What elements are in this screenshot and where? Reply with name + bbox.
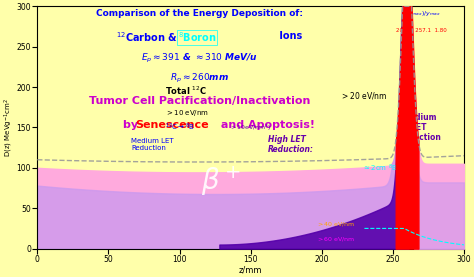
- Text: $>20$ eV/nm: $>20$ eV/nm: [340, 90, 388, 101]
- Text: $^8$Boron: $^8$Boron: [178, 30, 217, 44]
- Text: and Apoptosis!: and Apoptosis!: [217, 120, 315, 130]
- Text: $\approx2$cm $^8$B: $\approx2$cm $^8$B: [362, 163, 397, 174]
- Text: $^{12}$C$\rightarrow$$^8$B: $^{12}$C$\rightarrow$$^8$B: [165, 122, 195, 133]
- Text: Total $^{12}$C: Total $^{12}$C: [165, 85, 208, 97]
- Text: Senescence: Senescence: [136, 120, 209, 130]
- Text: $>10$ eV/nm: $>10$ eV/nm: [427, 196, 462, 204]
- Text: $^{12}$Carbon &: $^{12}$Carbon &: [116, 30, 178, 44]
- Text: Medium
LET
Reduction: Medium LET Reduction: [397, 112, 441, 142]
- Text: $>100$ eV/nm: $>100$ eV/nm: [423, 225, 462, 233]
- Text: $>40$ eV/nm: $>40$ eV/nm: [316, 220, 356, 228]
- Y-axis label: D(z) MeVg$^{-1}$cm$^2$: D(z) MeVg$^{-1}$cm$^2$: [3, 98, 15, 157]
- Text: Tumor Cell Pacification/Inactivation: Tumor Cell Pacification/Inactivation: [89, 96, 310, 106]
- Text: $\beta^+$: $\beta^+$: [201, 164, 241, 198]
- Text: $>60$ eV/nm: $>60$ eV/nm: [316, 235, 356, 243]
- Text: Comparison of the Energy Deposition of:: Comparison of the Energy Deposition of:: [96, 9, 303, 18]
- Text: High LET
Reduction:: High LET Reduction:: [268, 135, 314, 154]
- Text: Ions: Ions: [276, 30, 302, 40]
- Text: by: by: [123, 120, 142, 130]
- Text: $>20$ eV/nm: $>20$ eV/nm: [427, 211, 462, 219]
- X-axis label: z/mm: z/mm: [239, 265, 263, 274]
- Text: $E_p\approx391$ & $\approx310$ MeV/u: $E_p\approx391$ & $\approx310$ MeV/u: [141, 52, 258, 65]
- Text: $R_p\approx260$mm: $R_p\approx260$mm: [170, 72, 229, 85]
- Text: $>10$ eV/nm: $>10$ eV/nm: [165, 108, 209, 118]
- Text: 202.9  257.1  1.80: 202.9 257.1 1.80: [396, 28, 447, 33]
- Text: $>10$eV/nm$^3$): $>10$eV/nm$^3$): [229, 122, 272, 133]
- Text: $D(z_{max})/y_{max}$: $D(z_{max})/y_{max}$: [401, 9, 441, 18]
- Text: Medium LET
Reduction: Medium LET Reduction: [131, 138, 174, 151]
